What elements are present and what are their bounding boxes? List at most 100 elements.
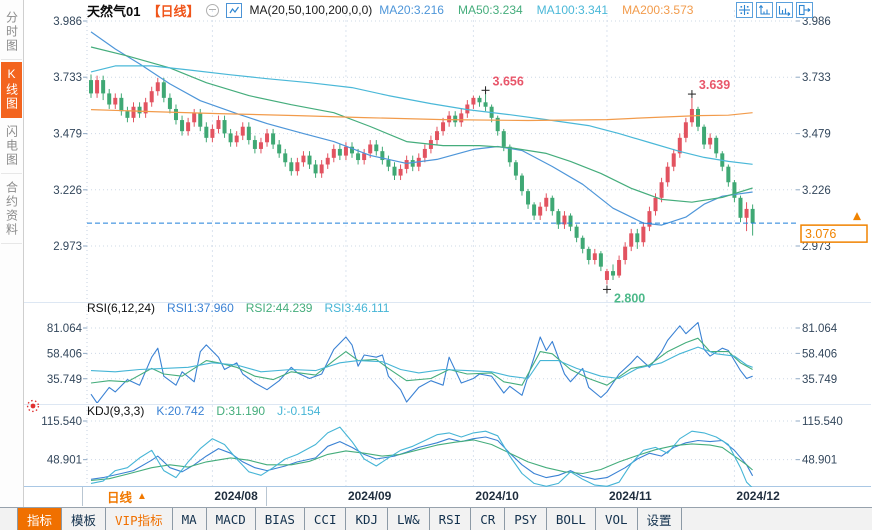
bottom-tab-0[interactable]: 指标 [18,508,63,530]
x-axis-label: 2024/12 [736,489,780,503]
symbol-title: 天然气01 [87,3,141,19]
sidebar-item-1[interactable]: K线图 [1,62,22,118]
ma-lines-layer [90,31,753,226]
period-label: 日线 [107,491,133,505]
svg-text:3.656: 3.656 [493,74,524,88]
rsi-legend: RSI1:37.960 RSI2:44.239 RSI3:46.111 [167,301,389,315]
svg-text:2.973: 2.973 [802,241,831,253]
sidebar-item-label: 分时图 [4,11,19,53]
rsi-legend-value: RSI3:46.111 [324,301,390,315]
axis-scale-y-icon[interactable] [756,2,773,18]
svg-text:115.540: 115.540 [802,416,843,428]
sidebar-item-label: K线图 [4,67,19,111]
svg-text:81.064: 81.064 [802,323,838,335]
kdj-layer [90,426,754,487]
kdj-legend: K:20.742 D:31.190 J:-0.154 [156,404,320,418]
price-chart[interactable]: 3.986 3.986 3.733 3.733 3.479 3.479 3.226 3.226… [24,0,871,487]
ma-legend-value: MA50:3.234 [457,3,523,17]
kdj-legend-value: K:20.742 [156,404,205,418]
bottom-tab-7[interactable]: KDJ [346,508,389,530]
ma-formula: MA(20,50,100,200,0,0) [249,3,373,17]
svg-text:3.076: 3.076 [805,227,836,241]
kdj-legend-value: D:31.190 [216,404,266,418]
grid-layer [83,10,800,486]
period-tag: 【日线】 [147,3,200,19]
tab-bar-spacer [0,508,18,530]
bottom-tab-8[interactable]: LW& [388,508,430,530]
axis-labels-layer: 3.986 3.986 3.733 3.733 3.479 3.479 3.226 3.226… [41,16,842,467]
svg-text:35.749: 35.749 [47,374,82,386]
rsi-layer [90,321,753,403]
axis-scale-x-icon[interactable] [776,2,793,18]
sun-icon[interactable] [25,398,41,419]
x-axis-label: 2024/09 [347,489,392,503]
ma-legend-value: MA100:3.341 [536,3,609,17]
bottom-tab-6[interactable]: CCI [305,508,347,530]
rsi-formula: RSI(6,12,24) [87,301,156,315]
chart-toolbar [736,2,813,18]
annotations-layer: 3.656 3.639 2.800 [481,74,730,305]
candles-layer [89,74,755,285]
indicator-tab-bar: 指标 模板 VIP指标 MA MACD BIAS CCI KDJ LW& RSI CR PSY BOLL… [0,507,872,530]
price-box [800,224,868,243]
chart-header: 天然气01 【日线】 MA(20,50,100,200,0,0) MA20:3.… [87,1,693,19]
collapse-panel-icon[interactable] [796,2,813,18]
svg-text:115.540: 115.540 [41,416,82,428]
sidebar-item-3[interactable]: 合约资料 [1,176,22,244]
svg-text:48.901: 48.901 [47,455,82,467]
price-line-layer: 3.076 [87,212,868,243]
svg-text:48.901: 48.901 [802,455,837,467]
bottom-tab-13[interactable]: VOL [596,508,638,530]
svg-text:2.800: 2.800 [614,291,645,305]
bottom-tab-1[interactable]: 模板 [62,508,107,530]
rsi-pane-header: RSI(6,12,24) RSI1:37.960 RSI2:44.239 RSI3:… [87,301,389,315]
indicator-chart-icon[interactable] [226,2,243,18]
x-axis-label: 2024/11 [608,489,652,503]
svg-text:3.479: 3.479 [53,129,82,141]
kdj-legend-value: J:-0.154 [277,404,321,418]
kdj-pane-header: KDJ(9,3,3) K:20.742 D:31.190 J:-0.154 [87,404,320,418]
svg-text:3.639: 3.639 [699,78,730,92]
kdj-formula: KDJ(9,3,3) [87,404,145,418]
date-axis-row: 日线 ▲ 2024/08 2024/09 2024/10 2024/11 2024/12 [24,487,872,507]
svg-text:3.479: 3.479 [802,129,831,141]
rsi-legend-value: RSI1:37.960 [167,301,234,315]
bottom-tab-9[interactable]: RSI [430,508,472,530]
svg-text:81.064: 81.064 [47,323,83,335]
svg-text:3.986: 3.986 [53,16,82,28]
bottom-tab-11[interactable]: PSY [505,508,547,530]
bottom-tab-12[interactable]: BOLL [547,508,596,530]
bottom-tab-3[interactable]: MA [173,508,207,530]
chart-area: 3.986 3.986 3.733 3.733 3.479 3.479 3.226 3.226… [24,0,872,507]
sidebar-item-label: 合约资料 [4,181,19,237]
svg-text:58.406: 58.406 [47,348,82,360]
svg-text:3.986: 3.986 [802,16,831,28]
svg-text:3.226: 3.226 [802,185,831,197]
minus-circle-icon[interactable] [206,3,220,17]
bottom-tab-4[interactable]: MACD [207,508,256,530]
ma-legend: MA20:3.216 MA50:3.234 MA100:3.341 MA200:3.5… [379,3,693,17]
svg-text:2.973: 2.973 [53,241,82,253]
x-axis-label: 2024/08 [214,489,258,503]
ma-legend-value: MA20:3.216 [379,3,444,17]
svg-text:3.733: 3.733 [53,72,82,84]
rsi-legend-value: RSI2:44.239 [245,301,313,315]
bottom-tab-10[interactable]: CR [471,508,506,530]
bottom-tab-5[interactable]: BIAS [256,508,305,530]
svg-text:35.749: 35.749 [802,374,837,386]
sidebar-item-label: 闪电图 [4,125,19,167]
period-selector[interactable]: 日线 ▲ [82,487,267,506]
x-axis-label: 2024/10 [475,489,519,503]
bottom-tab-2[interactable]: VIP指标 [106,508,173,530]
svg-text:58.406: 58.406 [802,348,837,360]
svg-text:3.226: 3.226 [53,185,82,197]
crosshair-icon[interactable] [736,2,753,18]
sidebar-item-2[interactable]: 闪电图 [1,120,22,174]
svg-text:3.733: 3.733 [802,72,831,84]
sidebar-item-0[interactable]: 分时图 [1,6,22,60]
bottom-tab-14[interactable]: 设置 [638,508,682,530]
triangle-up-icon: ▲ [137,491,147,502]
ma-legend-value: MA200:3.573 [622,3,694,17]
app-window: 分时图 K线图 闪电图 合约资料 3.986 3.986 3.733 3.733 3.479 3… [0,0,872,507]
sidebar: 分时图 K线图闪电图合约资料 [0,0,24,507]
